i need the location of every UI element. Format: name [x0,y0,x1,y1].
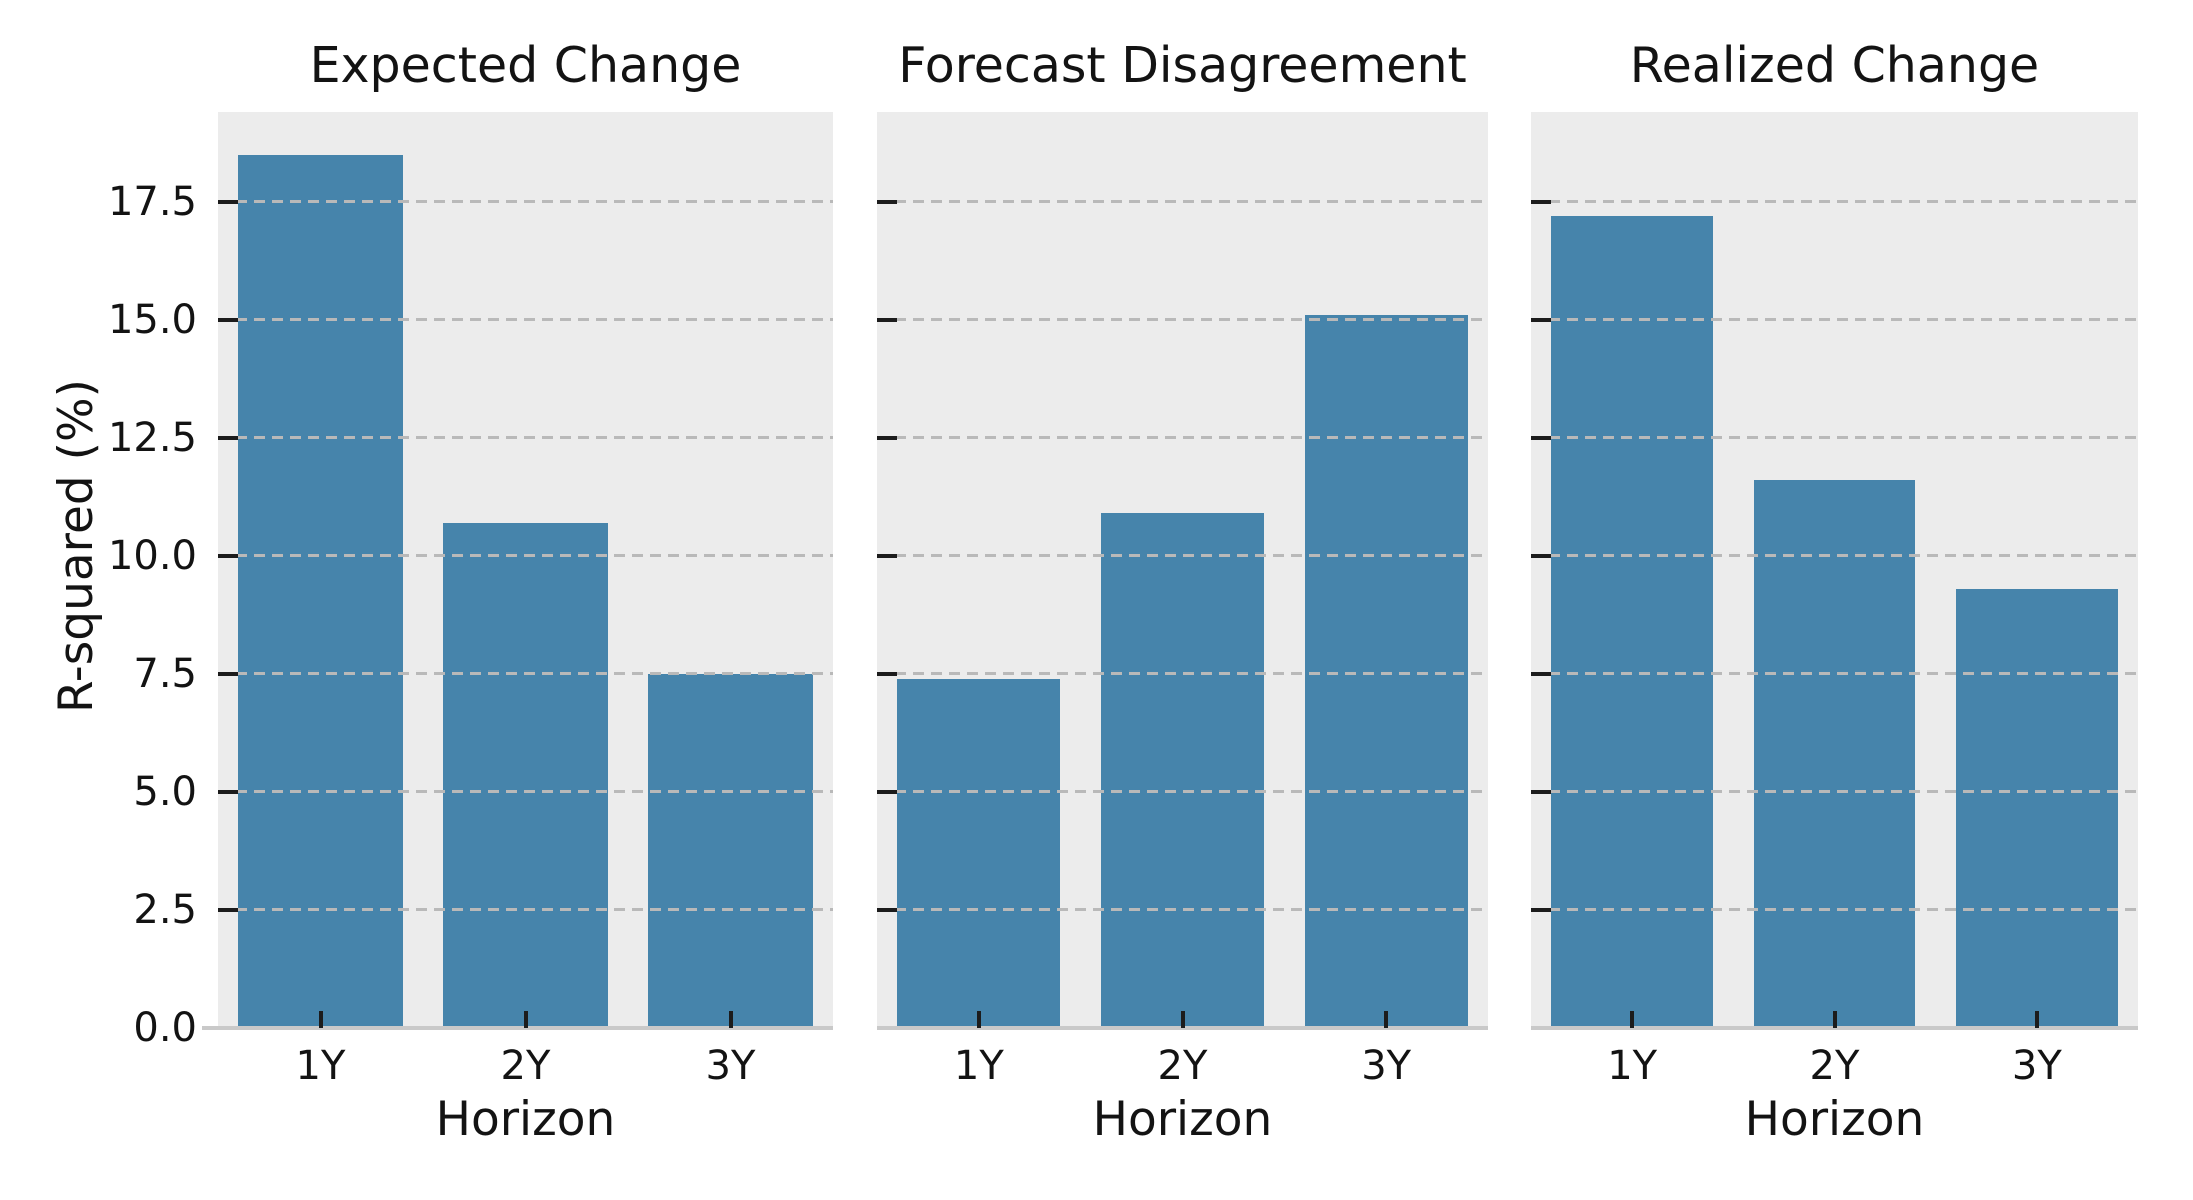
x-tick [728,1011,733,1028]
x-tick-label: 1Y [953,1043,1004,1089]
x-tick-label: 2Y [500,1043,551,1089]
x-tick-label: 3Y [1361,1043,1412,1089]
plot-area [877,112,1488,1030]
x-axis-label: Horizon [435,1092,616,1147]
y-tick-label: 10.0 [107,532,197,579]
plot-area [1531,112,2138,1030]
y-tick [1531,435,1551,440]
x-tick [2034,1011,2039,1028]
y-tick-label: 2.5 [133,886,197,933]
plot-area [202,112,833,1030]
x-tick [1832,1011,1837,1028]
panel-title: Forecast Disagreement [898,37,1467,94]
y-tick-label: 5.0 [133,768,197,815]
x-axis-label: Horizon [1744,1092,1925,1147]
baseline [877,1026,1488,1030]
gridline [218,908,833,912]
gridline [877,436,1488,440]
y-tick [1531,907,1551,912]
x-tick-label: 2Y [1809,1043,1860,1089]
x-tick [523,1011,528,1028]
x-tick-label: 3Y [2011,1043,2062,1089]
y-tick [1531,789,1551,794]
x-tick [1384,1011,1389,1028]
gridline [877,554,1488,558]
x-tick [1180,1011,1185,1028]
x-tick [976,1011,981,1028]
x-axis-label: Horizon [1092,1092,1273,1147]
y-tick [218,907,238,912]
bar [443,522,608,1028]
y-tick [877,317,897,322]
baseline [218,1026,833,1030]
x-tick [318,1011,323,1028]
y-tick [877,553,897,558]
bar [1955,588,2118,1028]
y-tick [218,671,238,676]
y-tick [877,907,897,912]
gridline [218,790,833,794]
gridline [1531,436,2138,440]
bar [1753,480,1916,1028]
bar [238,154,403,1028]
y-tick [218,317,238,322]
y-tick [218,435,238,440]
gridline [877,200,1488,204]
bar [1101,513,1264,1028]
panel-title: Expected Change [309,37,742,94]
y-tick [877,789,897,794]
y-tick [877,199,897,204]
y-tick [1531,553,1551,558]
gridline [1531,908,2138,912]
gridline [877,318,1488,322]
gridline [218,672,833,676]
gridline [1531,790,2138,794]
x-tick-label: 3Y [705,1043,756,1089]
panel-title: Realized Change [1629,37,2040,94]
gridline [877,908,1488,912]
y-tick-label: 15.0 [107,296,197,343]
y-tick-label: 0.0 [133,1005,197,1051]
bar [897,678,1061,1028]
y-tick-label: 17.5 [107,178,197,225]
baseline [1531,1026,2138,1030]
y-tick-label: 12.5 [107,414,197,461]
gridline [1531,200,2138,204]
y-tick [218,199,238,204]
y-tick [1531,199,1551,204]
x-tick [1630,1011,1635,1028]
gridline [218,554,833,558]
gridline [877,790,1488,794]
y-tick [877,671,897,676]
y-tick [218,553,238,558]
y-tick [1531,671,1551,676]
x-tick-label: 1Y [1607,1043,1658,1089]
y-tick-label: 7.5 [133,650,197,697]
gridline [877,672,1488,676]
gridline [1531,554,2138,558]
gridline [1531,318,2138,322]
y-tick [877,435,897,440]
y-tick [1531,317,1551,322]
gridline [1531,672,2138,676]
gridline [218,200,833,204]
baseline-stub [202,1026,218,1030]
gridline [218,436,833,440]
x-tick-label: 2Y [1157,1043,1208,1089]
y-tick [218,789,238,794]
x-tick-label: 1Y [295,1043,346,1089]
bar [1551,215,1714,1028]
gridline [218,318,833,322]
bar [648,673,813,1028]
